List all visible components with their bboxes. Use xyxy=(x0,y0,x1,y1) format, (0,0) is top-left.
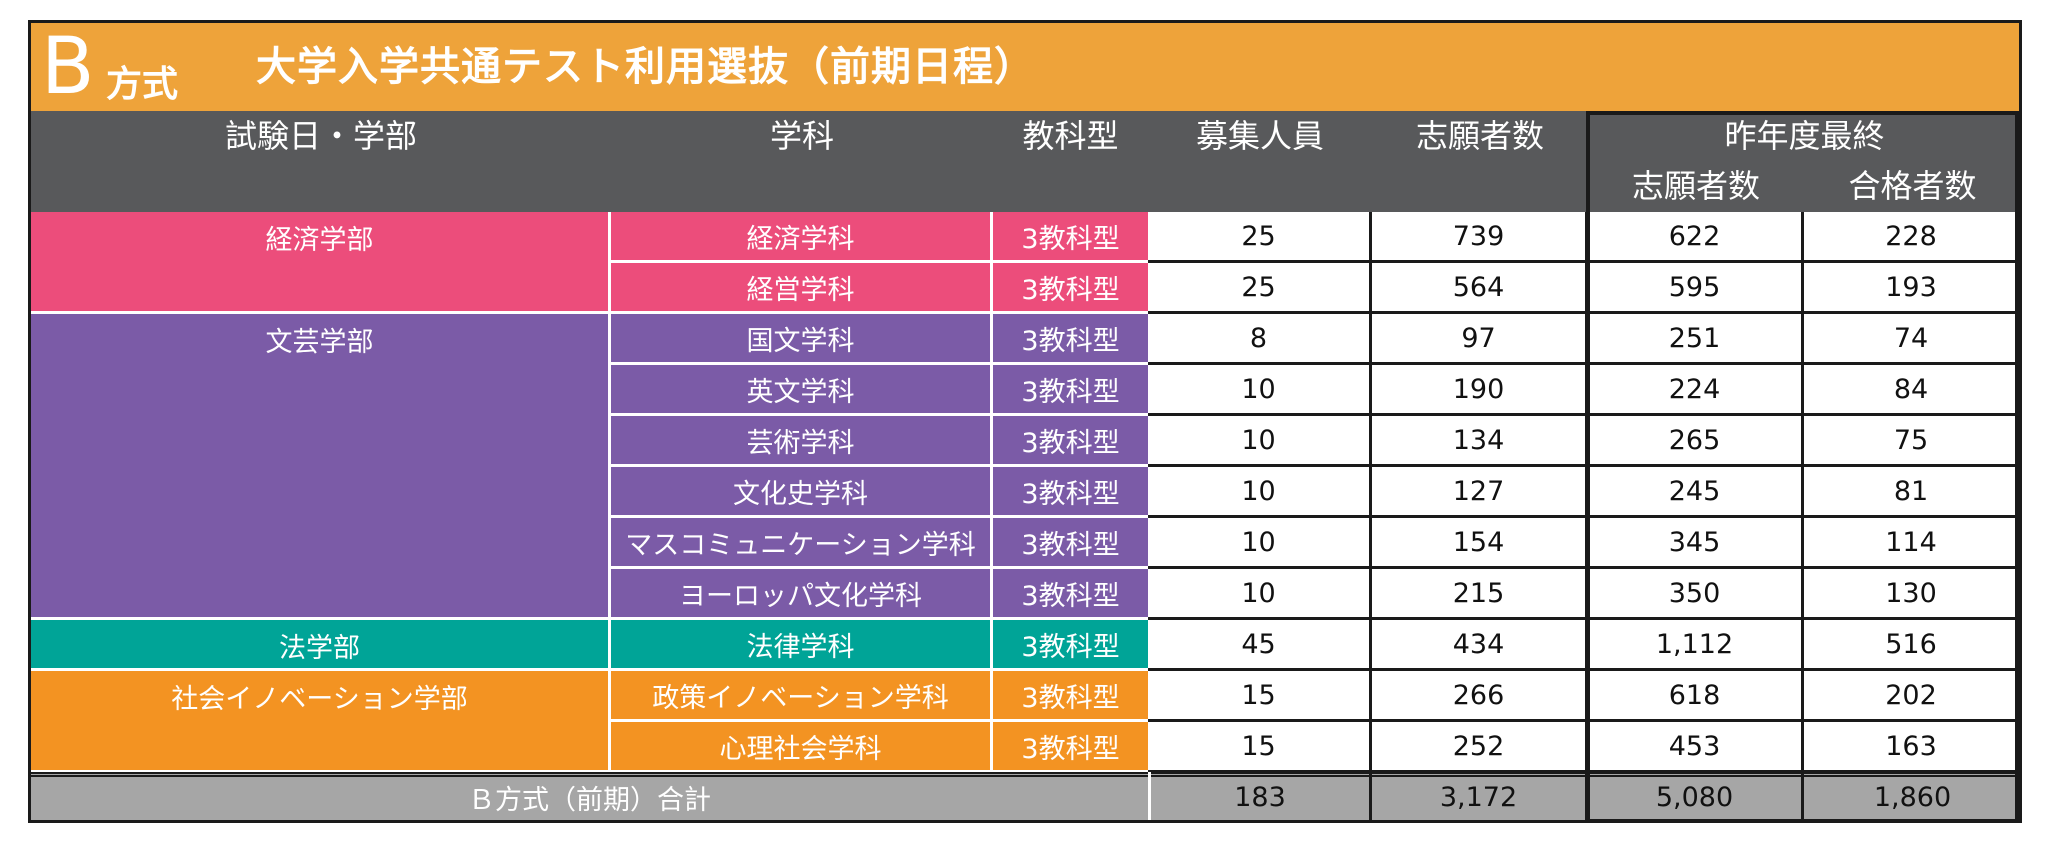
total-row xyxy=(31,772,2019,820)
subject-type-cell: 3教科型 xyxy=(993,620,1148,671)
subject-type-cell: 3教科型 xyxy=(993,314,1148,365)
quota-cell: 25 xyxy=(1148,212,1372,263)
subject-type-cell: 3教科型 xyxy=(993,212,1148,263)
prev-applicants-cell: 1,112 xyxy=(1588,620,1804,671)
prev-passed-cell: 516 xyxy=(1804,620,2019,671)
prev-passed-cell: 114 xyxy=(1804,518,2019,569)
applicants-cell: 739 xyxy=(1372,212,1588,263)
header-subject-type: 教科型 xyxy=(1022,117,1119,155)
title-letter: B xyxy=(41,22,95,112)
prev-passed-cell: 81 xyxy=(1804,467,2019,518)
prev-passed-cell: 84 xyxy=(1804,365,2019,416)
table-header: 試験日・学部 学科 教科型 募集人員 志願者数 昨年度最終 志願者数 合格者数 xyxy=(31,111,2019,212)
subject-type-cell: 3教科型 xyxy=(993,722,1148,773)
department-cell: マスコミュニケーション学科 xyxy=(611,518,993,569)
quota-cell: 10 xyxy=(1148,467,1372,518)
prev-passed-cell: 130 xyxy=(1804,569,2019,620)
admission-table-panel: B 方式 大学入学共通テスト利用選抜（前期日程） 試験日・学部 学科 教科型 募… xyxy=(28,20,2022,823)
title-suffix: 方式 xyxy=(106,64,179,105)
applicants-cell: 127 xyxy=(1372,467,1588,518)
quota-cell: 45 xyxy=(1148,620,1372,671)
header-prev-year: 昨年度最終 xyxy=(1724,117,1885,155)
header-department: 学科 xyxy=(769,117,834,155)
prev-applicants-cell: 453 xyxy=(1588,722,1804,773)
quota-cell: 10 xyxy=(1148,365,1372,416)
prev-passed-cell: 75 xyxy=(1804,416,2019,467)
department-cell: 政策イノベーション学科 xyxy=(611,671,993,722)
quota-cell: 10 xyxy=(1148,416,1372,467)
title-bar: B 方式 大学入学共通テスト利用選抜（前期日程） xyxy=(31,23,2019,111)
department-cell: ヨーロッパ文化学科 xyxy=(611,569,993,620)
header-applicants: 志願者数 xyxy=(1415,117,1544,155)
prev-applicants-cell: 618 xyxy=(1588,671,1804,722)
total-applicants: 3,172 xyxy=(1372,772,1588,820)
department-cell: 文化史学科 xyxy=(611,467,993,518)
faculty-cell: 経済学部 xyxy=(31,212,611,314)
prev-passed-cell: 202 xyxy=(1804,671,2019,722)
applicants-cell: 154 xyxy=(1372,518,1588,569)
header-prev-applicants: 志願者数 xyxy=(1631,167,1760,205)
applicants-cell: 97 xyxy=(1372,314,1588,365)
quota-cell: 15 xyxy=(1148,722,1372,773)
subject-type-cell: 3教科型 xyxy=(993,416,1148,467)
header-prev-passed: 合格者数 xyxy=(1848,167,1977,205)
applicants-cell: 215 xyxy=(1372,569,1588,620)
prev-passed-cell: 74 xyxy=(1804,314,2019,365)
subject-type-cell: 3教科型 xyxy=(993,263,1148,314)
applicants-cell: 564 xyxy=(1372,263,1588,314)
prev-applicants-cell: 251 xyxy=(1588,314,1804,365)
subject-type-cell: 3教科型 xyxy=(993,467,1148,518)
prev-applicants-cell: 245 xyxy=(1588,467,1804,518)
quota-cell: 8 xyxy=(1148,314,1372,365)
department-cell: 英文学科 xyxy=(611,365,993,416)
subject-type-cell: 3教科型 xyxy=(993,518,1148,569)
total-prev-passed: 1,860 xyxy=(1873,782,1952,813)
total-prev-applicants: 5,080 xyxy=(1588,772,1804,820)
prev-passed-cell: 163 xyxy=(1804,722,2019,773)
header-quota: 募集人員 xyxy=(1195,117,1324,155)
prev-applicants-cell: 595 xyxy=(1588,263,1804,314)
quota-cell: 10 xyxy=(1148,569,1372,620)
header-date-faculty: 試験日・学部 xyxy=(224,117,417,155)
applicants-cell: 134 xyxy=(1372,416,1588,467)
total-label: Ｂ方式（前期）合計 xyxy=(468,785,711,816)
subject-type-cell: 3教科型 xyxy=(993,365,1148,416)
department-cell: 国文学科 xyxy=(611,314,993,365)
faculty-cell: 法学部 xyxy=(31,620,611,671)
prev-applicants-cell: 345 xyxy=(1588,518,1804,569)
department-cell: 法律学科 xyxy=(611,620,993,671)
faculty-cell: 文芸学部 xyxy=(31,314,611,620)
applicants-cell: 252 xyxy=(1372,722,1588,773)
department-cell: 心理社会学科 xyxy=(611,722,993,773)
page-title: 大学入学共通テスト利用選抜（前期日程） xyxy=(256,44,1035,90)
department-cell: 経済学科 xyxy=(611,212,993,263)
department-cell: 芸術学科 xyxy=(611,416,993,467)
total-quota: 183 xyxy=(1148,772,1372,820)
applicants-cell: 190 xyxy=(1372,365,1588,416)
faculty-cell: 社会イノベーション学部 xyxy=(31,671,611,773)
subject-type-cell: 3教科型 xyxy=(993,671,1148,722)
department-cell: 経営学科 xyxy=(611,263,993,314)
quota-cell: 25 xyxy=(1148,263,1372,314)
prev-passed-cell: 193 xyxy=(1804,263,2019,314)
prev-applicants-cell: 224 xyxy=(1588,365,1804,416)
quota-cell: 10 xyxy=(1148,518,1372,569)
prev-applicants-cell: 622 xyxy=(1588,212,1804,263)
subject-type-cell: 3教科型 xyxy=(993,569,1148,620)
applicants-cell: 266 xyxy=(1372,671,1588,722)
prev-applicants-cell: 350 xyxy=(1588,569,1804,620)
applicants-cell: 434 xyxy=(1372,620,1588,671)
quota-cell: 15 xyxy=(1148,671,1372,722)
prev-applicants-cell: 265 xyxy=(1588,416,1804,467)
prev-passed-cell: 228 xyxy=(1804,212,2019,263)
